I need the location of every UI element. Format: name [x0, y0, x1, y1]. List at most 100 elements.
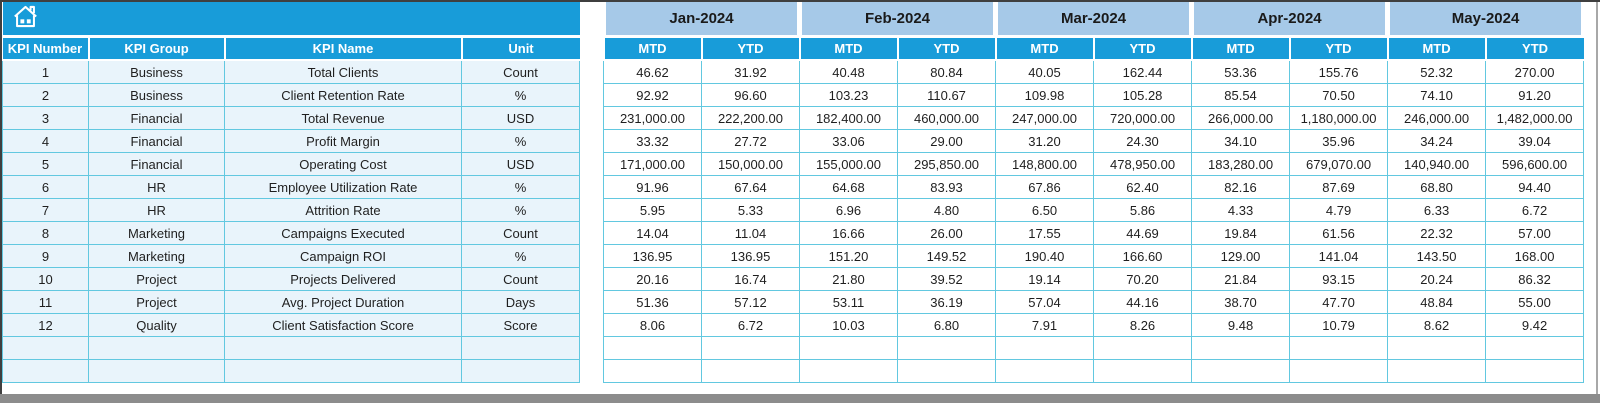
unit-cell[interactable]: % [461, 129, 580, 153]
value-cell[interactable]: 190.40 [995, 244, 1095, 268]
value-cell[interactable] [1485, 336, 1585, 360]
value-cell[interactable]: 679,070.00 [1289, 152, 1389, 176]
kpi-number-cell[interactable]: 9 [2, 244, 89, 268]
value-cell[interactable]: 19.14 [995, 267, 1095, 291]
value-cell[interactable]: 61.56 [1289, 221, 1389, 245]
value-cell[interactable] [1093, 336, 1193, 360]
value-cell[interactable]: 80.84 [896, 59, 997, 84]
kpi-group-cell[interactable]: HR [88, 175, 225, 199]
unit-cell[interactable]: % [461, 83, 580, 107]
value-cell[interactable] [1289, 359, 1389, 383]
kpi-group-cell[interactable] [88, 336, 225, 360]
value-cell[interactable] [799, 359, 898, 383]
value-cell[interactable] [1387, 359, 1487, 383]
value-cell[interactable]: 94.40 [1485, 175, 1585, 199]
value-cell[interactable]: 295,850.00 [896, 152, 997, 176]
value-cell[interactable] [1289, 336, 1389, 360]
kpi-name-cell[interactable]: Campaign ROI [224, 244, 462, 268]
value-cell[interactable]: 4.80 [896, 198, 997, 222]
value-cell[interactable]: 5.86 [1093, 198, 1193, 222]
value-cell[interactable]: 27.72 [701, 129, 800, 153]
kpi-group-cell[interactable]: Project [88, 290, 225, 314]
value-cell[interactable] [799, 336, 898, 360]
value-cell[interactable]: 6.72 [1485, 198, 1585, 222]
value-cell[interactable]: 9.48 [1191, 313, 1291, 337]
value-cell[interactable]: 150,000.00 [701, 152, 800, 176]
value-cell[interactable]: 231,000.00 [603, 106, 702, 130]
value-cell[interactable]: 31.20 [995, 129, 1095, 153]
value-cell[interactable]: 266,000.00 [1191, 106, 1291, 130]
value-cell[interactable]: 143.50 [1387, 244, 1487, 268]
value-cell[interactable] [1485, 359, 1585, 383]
value-cell[interactable] [603, 359, 702, 383]
kpi-group-cell[interactable]: Project [88, 267, 225, 291]
value-cell[interactable]: 33.32 [603, 129, 702, 153]
kpi-number-cell[interactable] [2, 336, 89, 360]
value-cell[interactable]: 39.52 [896, 267, 997, 291]
value-cell[interactable]: 34.10 [1191, 129, 1291, 153]
value-cell[interactable]: 67.86 [995, 175, 1095, 199]
value-cell[interactable]: 70.20 [1093, 267, 1193, 291]
value-cell[interactable]: 148,800.00 [995, 152, 1095, 176]
value-cell[interactable]: 44.69 [1093, 221, 1193, 245]
value-cell[interactable]: 11.04 [701, 221, 800, 245]
value-cell[interactable]: 7.91 [995, 313, 1095, 337]
kpi-number-cell[interactable]: 3 [2, 106, 89, 130]
kpi-name-cell[interactable]: Profit Margin [224, 129, 462, 153]
value-cell[interactable]: 38.70 [1191, 290, 1291, 314]
value-cell[interactable]: 57.00 [1485, 221, 1585, 245]
value-cell[interactable]: 6.33 [1387, 198, 1487, 222]
kpi-number-cell[interactable]: 2 [2, 83, 89, 107]
value-cell[interactable]: 87.69 [1289, 175, 1389, 199]
unit-cell[interactable]: Days [461, 290, 580, 314]
kpi-group-cell[interactable]: Marketing [88, 244, 225, 268]
unit-cell[interactable]: Score [461, 313, 580, 337]
value-cell[interactable]: 6.50 [995, 198, 1095, 222]
value-cell[interactable]: 141.04 [1289, 244, 1389, 268]
value-cell[interactable]: 53.11 [799, 290, 898, 314]
value-cell[interactable]: 70.50 [1289, 83, 1389, 107]
kpi-name-cell[interactable]: Operating Cost [224, 152, 462, 176]
value-cell[interactable]: 10.79 [1289, 313, 1389, 337]
value-cell[interactable]: 44.16 [1093, 290, 1193, 314]
value-cell[interactable]: 596,600.00 [1485, 152, 1585, 176]
value-cell[interactable]: 136.95 [603, 244, 702, 268]
home-button[interactable] [12, 3, 39, 30]
value-cell[interactable] [1387, 336, 1487, 360]
kpi-number-cell[interactable] [2, 359, 89, 383]
value-cell[interactable] [701, 359, 800, 383]
value-cell[interactable]: 31.92 [701, 59, 800, 84]
value-cell[interactable] [603, 336, 702, 360]
value-cell[interactable]: 6.96 [799, 198, 898, 222]
value-cell[interactable]: 4.33 [1191, 198, 1291, 222]
value-cell[interactable]: 149.52 [896, 244, 997, 268]
value-cell[interactable]: 64.68 [799, 175, 898, 199]
unit-cell[interactable]: Count [461, 59, 580, 84]
value-cell[interactable]: 93.15 [1289, 267, 1389, 291]
value-cell[interactable]: 247,000.00 [995, 106, 1095, 130]
value-cell[interactable]: 82.16 [1191, 175, 1291, 199]
value-cell[interactable]: 155.76 [1289, 59, 1389, 84]
value-cell[interactable]: 21.84 [1191, 267, 1291, 291]
kpi-name-cell[interactable]: Campaigns Executed [224, 221, 462, 245]
value-cell[interactable]: 85.54 [1191, 83, 1291, 107]
value-cell[interactable]: 52.32 [1387, 59, 1487, 84]
kpi-group-cell[interactable]: Financial [88, 152, 225, 176]
value-cell[interactable]: 8.26 [1093, 313, 1193, 337]
value-cell[interactable]: 35.96 [1289, 129, 1389, 153]
value-cell[interactable]: 155,000.00 [799, 152, 898, 176]
value-cell[interactable]: 105.28 [1093, 83, 1193, 107]
value-cell[interactable]: 92.92 [603, 83, 702, 107]
value-cell[interactable]: 19.84 [1191, 221, 1291, 245]
kpi-number-cell[interactable]: 11 [2, 290, 89, 314]
value-cell[interactable]: 162.44 [1093, 59, 1193, 84]
kpi-name-cell[interactable]: Total Clients [224, 59, 462, 84]
value-cell[interactable]: 21.80 [799, 267, 898, 291]
value-cell[interactable] [896, 336, 997, 360]
kpi-group-cell[interactable]: Marketing [88, 221, 225, 245]
value-cell[interactable]: 67.64 [701, 175, 800, 199]
value-cell[interactable]: 171,000.00 [603, 152, 702, 176]
value-cell[interactable]: 9.42 [1485, 313, 1585, 337]
value-cell[interactable]: 16.74 [701, 267, 800, 291]
kpi-name-cell[interactable]: Client Satisfaction Score [224, 313, 462, 337]
